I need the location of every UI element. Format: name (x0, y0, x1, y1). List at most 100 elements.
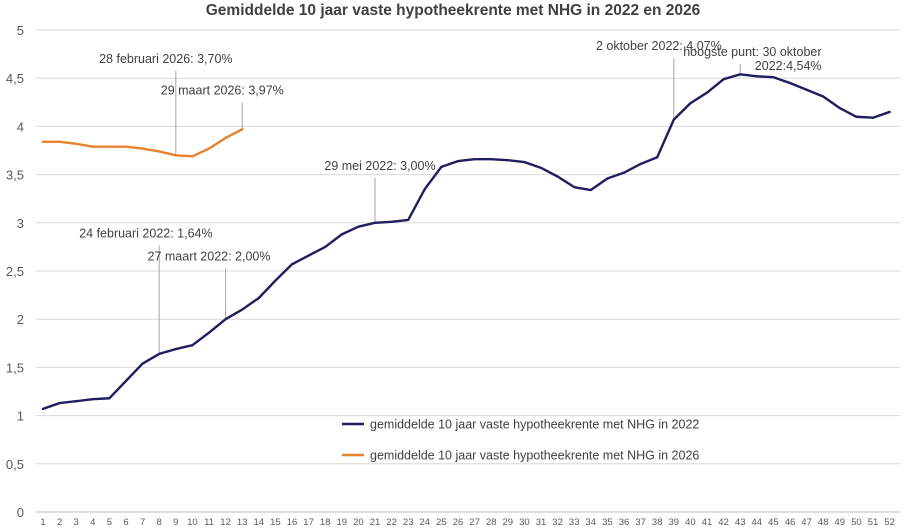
x-tick-label: 18 (320, 517, 331, 528)
x-tick-label: 43 (735, 517, 746, 528)
point-2022 (191, 344, 194, 347)
point-2026 (124, 145, 128, 148)
x-tick-label: 29 (503, 517, 514, 528)
point-2022 (506, 159, 509, 162)
x-tick-label: 25 (436, 517, 447, 528)
annotation-label-line2: 2022:4,54% (755, 59, 822, 73)
x-tick-label: 33 (569, 517, 580, 528)
point-2022 (373, 221, 377, 224)
x-tick-label: 10 (187, 517, 198, 528)
y-tick-label: 1,5 (6, 360, 24, 375)
y-tick-label: 2 (17, 312, 24, 327)
x-tick-label: 51 (868, 517, 879, 528)
point-2022 (423, 187, 426, 191)
point-2022 (539, 166, 543, 169)
point-2022 (871, 116, 875, 119)
x-tick-label: 26 (453, 517, 464, 528)
x-tick-label: 40 (685, 517, 696, 528)
x-tick-label: 19 (337, 517, 348, 528)
point-2022 (58, 401, 61, 405)
point-2022 (606, 177, 609, 180)
x-tick-label: 17 (303, 517, 314, 528)
point-2022 (739, 73, 742, 76)
point-2022 (755, 75, 758, 78)
point-2022 (672, 118, 675, 121)
point-2022 (224, 318, 227, 321)
point-2022 (174, 347, 177, 351)
y-tick-label: 3,5 (6, 168, 24, 183)
point-2026 (108, 145, 111, 148)
x-tick-label: 30 (519, 517, 530, 528)
point-2022 (822, 95, 825, 98)
point-2022 (390, 220, 393, 223)
y-tick-label: 5 (17, 23, 24, 38)
x-tick-label: 37 (635, 517, 646, 528)
point-2022 (274, 279, 277, 282)
x-tick-label: 34 (586, 517, 597, 528)
point-2026 (174, 154, 177, 157)
y-tick-label: 2,5 (6, 264, 24, 279)
x-tick-label: 46 (785, 517, 796, 528)
point-2022 (556, 175, 559, 178)
point-2022 (141, 362, 144, 365)
point-2022 (41, 407, 45, 410)
point-2022 (772, 76, 775, 79)
point-2022 (523, 160, 526, 164)
point-2022 (722, 78, 725, 81)
x-tick-label: 12 (220, 517, 231, 528)
point-2022 (340, 233, 343, 236)
series-line-2022 (41, 73, 891, 411)
y-tick-label: 1 (17, 409, 24, 424)
point-2022 (290, 263, 294, 266)
point-2022 (689, 102, 692, 105)
x-tick-label: 4 (90, 517, 95, 528)
y-tick-label: 0,5 (6, 457, 24, 472)
point-2022 (490, 158, 493, 161)
point-2026 (158, 150, 161, 153)
x-tick-label: 23 (403, 517, 414, 528)
annotation-label: 2 oktober 2022: 4,07% (596, 39, 722, 53)
x-tick-label: 8 (157, 517, 162, 528)
point-2026 (75, 142, 78, 145)
x-tick-label: 38 (652, 517, 663, 528)
point-2022 (124, 379, 128, 382)
point-2026 (41, 140, 45, 143)
x-tick-label: 7 (140, 517, 145, 528)
x-tick-label: 49 (835, 517, 846, 528)
x-tick-label: 32 (552, 517, 563, 528)
x-tick-label: 24 (420, 517, 431, 528)
point-2022 (805, 88, 808, 91)
point-2022 (158, 352, 161, 356)
x-tick-label: 48 (818, 517, 829, 528)
point-2022 (207, 331, 211, 334)
point-2022 (705, 91, 709, 94)
point-2022 (888, 110, 891, 114)
point-2026 (224, 136, 227, 140)
point-2022 (257, 296, 260, 300)
x-tick-label: 1 (40, 517, 45, 528)
x-tick-label: 42 (718, 517, 729, 528)
annotation-label: 24 februari 2022: 1,64% (79, 226, 212, 240)
x-tick-label: 36 (619, 517, 630, 528)
x-tick-label: 47 (801, 517, 812, 528)
x-tick-label: 31 (536, 517, 547, 528)
x-tick-label: 20 (353, 517, 364, 528)
x-tick-label: 21 (370, 517, 381, 528)
x-tick-label: 27 (469, 517, 480, 528)
point-2022 (357, 225, 360, 228)
point-2022 (407, 218, 410, 222)
x-tick-label: 13 (237, 517, 248, 528)
point-2026 (58, 140, 61, 143)
point-2026 (191, 155, 194, 158)
x-tick-label: 2 (57, 517, 62, 528)
y-tick-label: 3 (17, 216, 24, 231)
legend-label: gemiddelde 10 jaar vaste hypotheekrente … (370, 449, 699, 463)
point-2022 (307, 254, 310, 257)
point-2022 (838, 106, 841, 110)
point-2022 (855, 115, 858, 118)
point-2022 (622, 171, 626, 174)
point-2022 (573, 186, 576, 189)
point-2022 (241, 308, 244, 311)
point-2022 (656, 156, 659, 159)
point-2022 (589, 188, 592, 192)
